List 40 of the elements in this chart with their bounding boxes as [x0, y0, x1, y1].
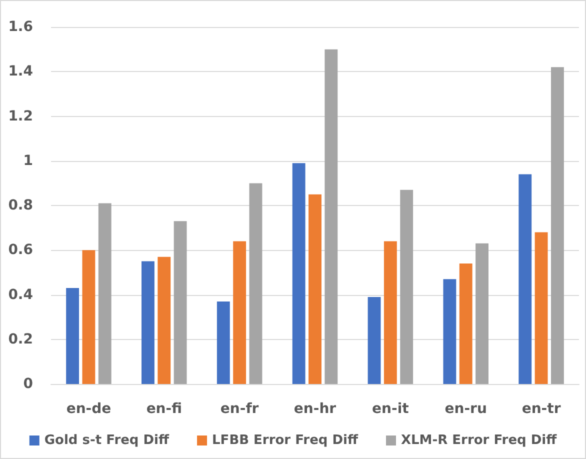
- bar: [174, 221, 187, 384]
- bar: [476, 243, 488, 384]
- x-tick-label: en-fr: [220, 401, 259, 417]
- y-tick-label: 0.4: [8, 286, 34, 303]
- bar: [459, 264, 472, 384]
- y-tick-label: 0.2: [8, 331, 33, 348]
- y-tick-label: 0: [23, 376, 34, 392]
- bar: [233, 241, 246, 384]
- bar: [443, 279, 456, 384]
- x-tick-label: en-tr: [522, 401, 561, 417]
- bar: [324, 49, 338, 384]
- bar: [400, 190, 414, 384]
- bar: [534, 232, 548, 384]
- x-tick-label: en-fi: [146, 401, 182, 417]
- legend-label: LFBB Error Freq Diff: [212, 433, 358, 448]
- bar: [98, 203, 112, 384]
- y-tick-label: 0.6: [8, 242, 33, 258]
- bar: [518, 174, 532, 384]
- bar: [216, 301, 230, 384]
- legend-label: XLM-R Error Freq Diff: [400, 433, 558, 448]
- bar: [66, 288, 80, 384]
- bar: [82, 250, 96, 384]
- bar: [292, 163, 306, 384]
- y-tick-label: 0.8: [8, 198, 33, 214]
- bar: [158, 256, 171, 384]
- x-tick-label: en-it: [372, 401, 410, 417]
- bar: [368, 296, 381, 384]
- x-tick-label: en-de: [66, 401, 112, 417]
- y-tick-label: 1.2: [8, 108, 33, 124]
- y-tick-label: 1: [23, 152, 33, 169]
- legend-label: Gold s-t Freq Diff: [44, 433, 170, 448]
- x-tick-label: en-ru: [444, 401, 487, 417]
- y-tick-label: 1.4: [8, 64, 34, 80]
- y-tick-label: 1.6: [8, 19, 33, 35]
- bar: [550, 67, 564, 384]
- bar: [384, 241, 397, 384]
- bar: [249, 183, 262, 384]
- bar: [308, 194, 322, 384]
- x-tick-label: en-hr: [294, 401, 336, 417]
- bar: [142, 261, 154, 384]
